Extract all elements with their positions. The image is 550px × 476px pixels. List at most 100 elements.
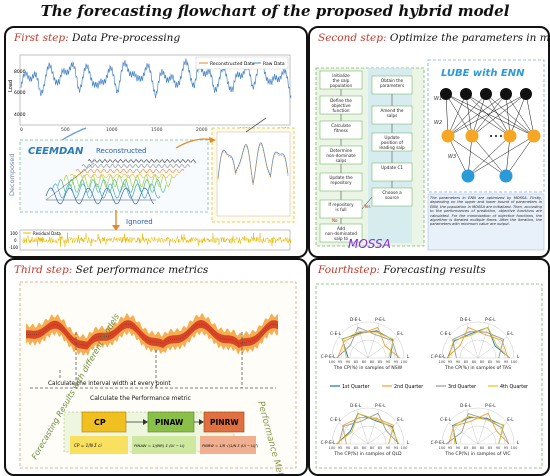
reconstructed-label: Reconstructed xyxy=(96,147,146,155)
svg-text:4000: 4000 xyxy=(14,112,26,118)
panel-third-step: Third step: Set performance metrics Calc… xyxy=(4,258,308,476)
radar-tick: 100 xyxy=(401,446,409,450)
radar-tick: 80 xyxy=(472,360,477,364)
radar-tick: 85 xyxy=(354,360,359,364)
metric-pinrw: PINRW xyxy=(210,418,239,427)
svg-text:-100: -100 xyxy=(9,245,19,250)
metric-cp: CP xyxy=(94,418,106,427)
radar-axis-label: P-E-L xyxy=(375,403,386,408)
radar-tick: 100 xyxy=(329,360,337,364)
radar-tick: 100 xyxy=(511,446,519,450)
svg-text:0: 0 xyxy=(14,238,17,243)
radar-tick: 90 xyxy=(496,446,501,450)
radar-tick: 90 xyxy=(496,360,501,364)
svg-text:parameters: parameters xyxy=(380,83,404,88)
radar-axis-label: P-E-L xyxy=(485,403,496,408)
radar-axis-label: E-L xyxy=(397,417,404,422)
svg-text:is full: is full xyxy=(335,207,346,212)
radar-axis-label: P-E-L xyxy=(375,317,386,322)
metrics-figure: Calculate the interval width at every po… xyxy=(6,260,306,474)
hidden-node xyxy=(528,130,541,143)
formula-cp: CP = 1/N Σ ci xyxy=(74,443,102,448)
legend-raw: Raw Data xyxy=(263,61,285,67)
radar-axis-label: C-E-L xyxy=(440,331,452,336)
performance-metric-label: Calculate the Performance metric xyxy=(90,395,191,402)
metric-pinaw: PINAW xyxy=(155,418,184,427)
input-node xyxy=(520,88,532,100)
legend-residual: Residual Data xyxy=(33,231,61,236)
radar-axis-label: C-P-E-L xyxy=(431,440,447,445)
flow-step-left: Calculatefitness xyxy=(320,121,362,139)
radar-tick: 95 xyxy=(448,360,453,364)
radar-tick: 95 xyxy=(448,446,453,450)
svg-text:Update C1: Update C1 xyxy=(381,165,403,170)
svg-text:population: population xyxy=(330,83,353,88)
svg-text:6000: 6000 xyxy=(14,90,26,96)
radar-axis-label: D-E-L xyxy=(350,403,362,408)
output-node xyxy=(462,170,475,183)
radar-tick: 95 xyxy=(338,360,343,364)
svg-text:4th Quarter: 4th Quarter xyxy=(500,384,528,390)
radar-axis-label: E-L xyxy=(397,331,404,336)
flow-step-left: If repositoryis full xyxy=(320,200,362,218)
svg-text:1000: 1000 xyxy=(106,127,118,133)
svg-text:salps: salps xyxy=(336,158,347,163)
decomposed-label: Decomposed xyxy=(8,153,16,196)
svg-text:source: source xyxy=(385,195,399,200)
radar-tick: 100 xyxy=(439,446,447,450)
radar-tick: 80 xyxy=(472,446,477,450)
svg-text:0: 0 xyxy=(20,127,23,133)
radar-axis-label: D-E-L xyxy=(460,403,472,408)
ceemdan-label: CEEMDAN xyxy=(28,146,84,157)
radar-tick: 90 xyxy=(346,446,351,450)
radar-tick: 90 xyxy=(346,360,351,364)
svg-text:500: 500 xyxy=(61,127,70,133)
radar-axis-label: C-P-E-L xyxy=(321,440,337,445)
weight-label: W3 xyxy=(448,154,456,160)
panel-fourth-step: Fourthstep: Forecasting results C-P-E-L C… xyxy=(308,258,550,476)
weight-label: W1 xyxy=(434,96,442,102)
flow-step-right: Choose asource xyxy=(372,188,412,206)
ignored-label: Ignored xyxy=(126,218,153,226)
svg-text:2000: 2000 xyxy=(196,127,208,133)
radar-tick: 95 xyxy=(338,446,343,450)
svg-text:leading salp: leading salp xyxy=(379,145,405,150)
hidden-node xyxy=(466,130,479,143)
mossa-label: MOSSA xyxy=(348,237,391,251)
radar-tick: 85 xyxy=(378,446,383,450)
svg-text:salps: salps xyxy=(387,113,398,118)
flow-step-left: Update therepository xyxy=(320,173,362,191)
input-node xyxy=(460,88,472,100)
radar-caption: The CP(%) in samples of TAS xyxy=(444,365,511,371)
radar-axis-label: C-E-L xyxy=(330,417,342,422)
flow-step-left: Initializethe salppopulation xyxy=(320,71,362,89)
hidden-node xyxy=(504,130,517,143)
radar-tick: 85 xyxy=(464,446,469,450)
radar-tick: 100 xyxy=(511,360,519,364)
radar-tick: 85 xyxy=(378,360,383,364)
radar-tick: 80 xyxy=(362,446,367,450)
svg-text:function: function xyxy=(332,108,349,113)
no-label: No xyxy=(332,218,338,223)
svg-text:1st Quarter: 1st Quarter xyxy=(342,384,370,390)
radar-axis-label: E-L xyxy=(507,417,514,422)
radar-axis-label: D-E-L xyxy=(350,317,362,322)
svg-text:1500: 1500 xyxy=(151,127,163,133)
output-node xyxy=(500,170,513,183)
svg-text:3rd Quarter: 3rd Quarter xyxy=(448,384,476,390)
radar-tick: 95 xyxy=(394,446,399,450)
flow-step-right: Obtain theparameters xyxy=(372,76,412,94)
radar-axis-label: C-P-E-L xyxy=(321,354,337,359)
radar-axis-label: C-E-L xyxy=(440,417,452,422)
input-node xyxy=(500,88,512,100)
radar-tick: 95 xyxy=(394,360,399,364)
formula-pinaw: PINAW = 1/(NR) Σ (Ui − Li) xyxy=(134,443,185,448)
radar-tick: 80 xyxy=(480,360,485,364)
flow-step-right: Updateposition ofleading salp xyxy=(372,133,412,151)
radar-caption: The CP(%) in samples of QLD xyxy=(333,451,402,457)
svg-text:fitness: fitness xyxy=(334,128,348,133)
results-figure: C-P-E-LC-E-LD-E-L P-E-LE-LL100 95 90 85 80 80 8… xyxy=(310,260,548,474)
panel-first-step: First step: Data Pre-processing Load 800… xyxy=(4,26,308,258)
flow-step-left: Determinenon-dominatesalps xyxy=(320,146,362,164)
radar-axis-label: C-P-E-L xyxy=(431,354,447,359)
